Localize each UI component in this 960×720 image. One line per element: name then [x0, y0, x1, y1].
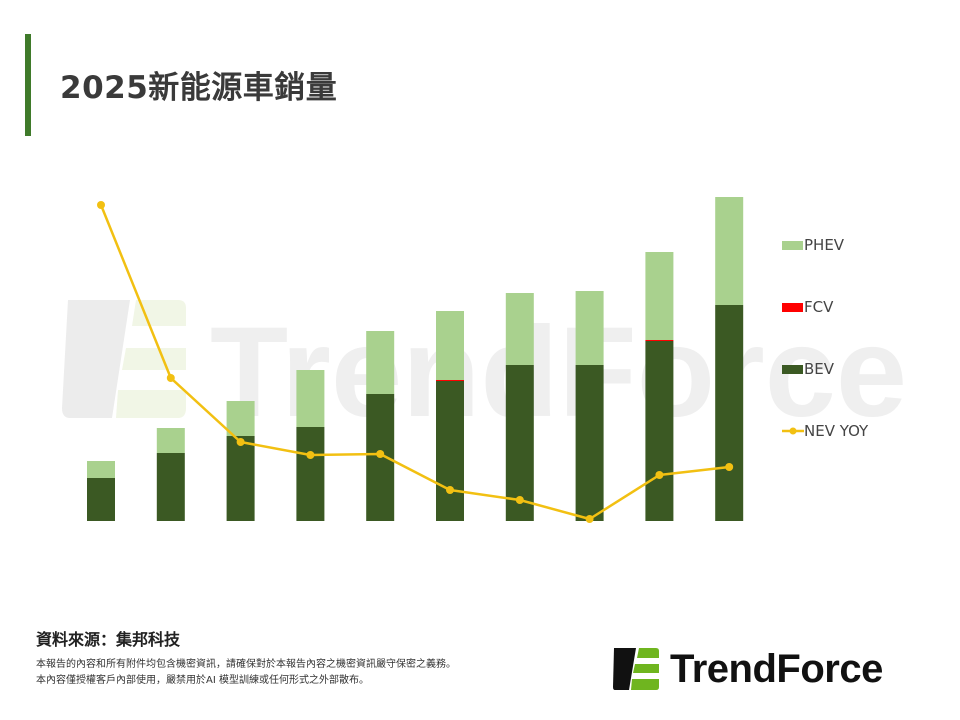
- legend-item-bev: BEV: [782, 359, 834, 379]
- bev-swatch-icon: [782, 364, 803, 374]
- disclaimer: 本報告的內容和所有附件均包含機密資訊，請確保對於本報告內容之機密資訊嚴守保密之義…: [36, 657, 456, 689]
- legend-item-phev: PHEV: [782, 235, 844, 255]
- bar-group: [156, 428, 185, 521]
- legend-label: FCV: [804, 298, 834, 316]
- yoy-point: [166, 374, 175, 382]
- bar-segment-bev: [436, 381, 464, 521]
- legend-item-nev-yoy: NEV YOY: [782, 421, 868, 441]
- bar-segment-fcv: [436, 380, 464, 381]
- bar-segment-phev: [505, 293, 534, 365]
- bar-segment-phev: [645, 252, 674, 340]
- page-title: 2025新能源車銷量: [60, 70, 338, 106]
- bar-group: [505, 293, 534, 521]
- bar-segment-phev: [366, 331, 395, 394]
- bar-segment-bev: [715, 305, 744, 521]
- legend-item-fcv: FCV: [782, 297, 833, 317]
- legend-label: PHEV: [804, 236, 845, 254]
- legend-label: BEV: [804, 360, 835, 378]
- line-marker-icon: [782, 427, 804, 435]
- title-accent-bar: [25, 34, 31, 136]
- yoy-point: [515, 496, 524, 504]
- bar-segment-phev: [156, 428, 185, 453]
- legend-label: NEV YOY: [804, 422, 869, 440]
- yoy-point: [376, 450, 385, 458]
- bar-group: [296, 370, 325, 521]
- yoy-point: [97, 201, 105, 209]
- bar-segment-bev: [226, 436, 255, 521]
- phev-swatch-icon: [782, 240, 803, 250]
- yoy-point: [236, 438, 245, 446]
- bar-group: [575, 291, 604, 521]
- bar-group: [87, 461, 115, 521]
- yoy-line: [99, 204, 730, 521]
- nev-sales-chart: [87, 197, 744, 523]
- bar-segment-bev: [156, 453, 185, 521]
- yoy-point: [306, 451, 315, 459]
- bar-group: [715, 197, 744, 521]
- bar-segment-bev: [87, 478, 115, 521]
- bar-group: [366, 331, 395, 521]
- bar-segment-bev: [296, 427, 325, 521]
- bar-segment-phev: [575, 291, 604, 365]
- trendforce-logo-icon: [613, 648, 659, 690]
- yoy-point: [446, 486, 454, 494]
- yoy-point: [655, 471, 664, 479]
- disclaimer-line-2: 本內容僅授權客戶內部使用，嚴禁用於AI 模型訓練或任何形式之外部散布。: [36, 675, 369, 686]
- bar-segment-bev: [575, 365, 604, 521]
- bar-segment-phev: [296, 370, 325, 427]
- bar-segment-phev: [87, 461, 115, 478]
- bar-segment-phev: [715, 197, 744, 305]
- bar-segment-phev: [436, 311, 464, 380]
- bar-segment-bev: [505, 365, 534, 521]
- bar-segment-phev: [226, 401, 255, 436]
- bar-group: [436, 311, 464, 521]
- disclaimer-line-1: 本報告的內容和所有附件均包含機密資訊，請確保對於本報告內容之機密資訊嚴守保密之義…: [36, 659, 456, 670]
- bar-group: [645, 252, 674, 521]
- fcv-swatch-icon: [782, 302, 803, 312]
- bar-group: [226, 401, 255, 521]
- data-source: 資料來源：集邦科技: [36, 630, 181, 649]
- bar-segment-bev: [645, 341, 674, 521]
- yoy-point: [585, 515, 594, 523]
- bar-segment-fcv: [645, 340, 674, 341]
- trendforce-logo: TrendForce: [612, 646, 883, 692]
- logo-text: TrendForce: [670, 646, 883, 691]
- yoy-point: [725, 463, 734, 471]
